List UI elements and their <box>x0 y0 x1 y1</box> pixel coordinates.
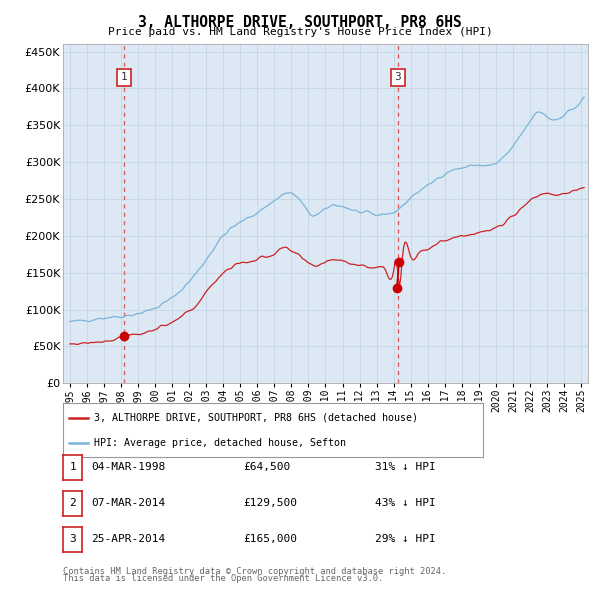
Text: £165,000: £165,000 <box>243 534 297 544</box>
Text: £129,500: £129,500 <box>243 498 297 508</box>
Text: Contains HM Land Registry data © Crown copyright and database right 2024.: Contains HM Land Registry data © Crown c… <box>63 567 446 576</box>
Text: 3: 3 <box>69 534 76 544</box>
Text: HPI: Average price, detached house, Sefton: HPI: Average price, detached house, Seft… <box>95 438 347 448</box>
Text: 3: 3 <box>395 73 401 83</box>
Text: Price paid vs. HM Land Registry's House Price Index (HPI): Price paid vs. HM Land Registry's House … <box>107 27 493 37</box>
Text: 1: 1 <box>69 462 76 472</box>
Text: This data is licensed under the Open Government Licence v3.0.: This data is licensed under the Open Gov… <box>63 574 383 583</box>
Text: 3, ALTHORPE DRIVE, SOUTHPORT, PR8 6HS: 3, ALTHORPE DRIVE, SOUTHPORT, PR8 6HS <box>138 15 462 30</box>
Text: 07-MAR-2014: 07-MAR-2014 <box>91 498 166 508</box>
Text: 29% ↓ HPI: 29% ↓ HPI <box>375 534 436 544</box>
Text: 2: 2 <box>69 498 76 508</box>
Text: 43% ↓ HPI: 43% ↓ HPI <box>375 498 436 508</box>
Text: 3, ALTHORPE DRIVE, SOUTHPORT, PR8 6HS (detached house): 3, ALTHORPE DRIVE, SOUTHPORT, PR8 6HS (d… <box>95 412 419 422</box>
Text: 1: 1 <box>121 73 127 83</box>
Text: £64,500: £64,500 <box>243 462 290 472</box>
Text: 04-MAR-1998: 04-MAR-1998 <box>91 462 166 472</box>
Text: 31% ↓ HPI: 31% ↓ HPI <box>375 462 436 472</box>
Text: 25-APR-2014: 25-APR-2014 <box>91 534 166 544</box>
